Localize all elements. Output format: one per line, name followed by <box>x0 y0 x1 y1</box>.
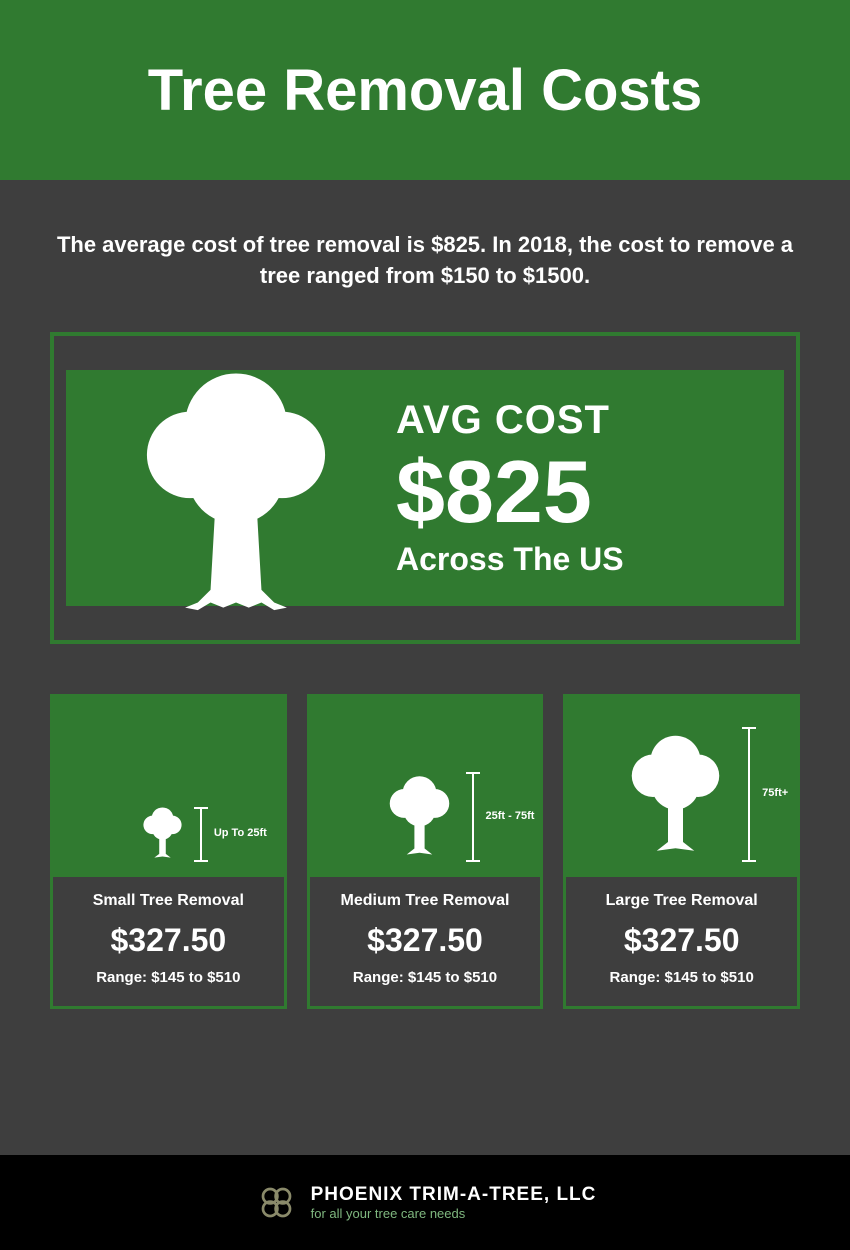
card-large-bottom: Large Tree Removal $327.50 Range: $145 t… <box>566 877 797 1006</box>
card-large: 75ft+ Large Tree Removal $327.50 Range: … <box>563 694 800 1009</box>
card-title: Small Tree Removal <box>58 892 279 910</box>
avg-cost-price: $825 <box>396 448 624 536</box>
content-body: The average cost of tree removal is $825… <box>0 180 850 1155</box>
height-indicator-icon <box>200 807 202 862</box>
header-banner: Tree Removal Costs <box>0 0 850 180</box>
card-large-top: 75ft+ <box>566 697 797 877</box>
height-label: 75ft+ <box>762 787 788 799</box>
card-small: Up To 25ft Small Tree Removal $327.50 Ra… <box>50 694 287 1009</box>
card-range: Range: $145 to $510 <box>315 969 536 986</box>
card-medium: 25ft - 75ft Medium Tree Removal $327.50 … <box>307 694 544 1009</box>
height-label: 25ft - 75ft <box>486 810 535 822</box>
height-indicator-icon <box>472 772 474 862</box>
tree-icon <box>377 767 462 862</box>
card-medium-top: 25ft - 75ft <box>310 697 541 877</box>
card-price: $327.50 <box>58 922 279 959</box>
avg-cost-label: AVG COST <box>396 398 624 443</box>
size-cards-row: Up To 25ft Small Tree Removal $327.50 Ra… <box>50 694 800 1009</box>
page-title: Tree Removal Costs <box>148 57 702 124</box>
company-name: PHOENIX TRIM-A-TREE, LLC <box>311 1184 597 1206</box>
footer: PHOENIX TRIM-A-TREE, LLC for all your tr… <box>0 1155 850 1250</box>
card-title: Medium Tree Removal <box>315 892 536 910</box>
avg-cost-subtitle: Across The US <box>396 541 624 578</box>
card-price: $327.50 <box>571 922 792 959</box>
hero-text: AVG COST $825 Across The US <box>396 398 624 578</box>
height-label: Up To 25ft <box>214 827 267 839</box>
card-range: Range: $145 to $510 <box>58 969 279 986</box>
tree-icon <box>106 348 366 628</box>
card-small-bottom: Small Tree Removal $327.50 Range: $145 t… <box>53 877 284 1006</box>
footer-text: PHOENIX TRIM-A-TREE, LLC for all your tr… <box>311 1184 597 1221</box>
hero-inner: AVG COST $825 Across The US <box>66 348 784 628</box>
card-range: Range: $145 to $510 <box>571 969 792 986</box>
infographic-page: Tree Removal Costs The average cost of t… <box>0 0 850 1250</box>
card-price: $327.50 <box>315 922 536 959</box>
tree-icon <box>135 802 190 862</box>
company-logo-icon <box>254 1180 299 1225</box>
card-medium-bottom: Medium Tree Removal $327.50 Range: $145 … <box>310 877 541 1006</box>
hero-panel: AVG COST $825 Across The US <box>50 332 800 644</box>
company-tagline: for all your tree care needs <box>311 1206 597 1221</box>
card-small-top: Up To 25ft <box>53 697 284 877</box>
card-title: Large Tree Removal <box>571 892 792 910</box>
intro-text: The average cost of tree removal is $825… <box>50 230 800 292</box>
height-indicator-icon <box>748 727 750 862</box>
tree-icon <box>613 722 738 862</box>
